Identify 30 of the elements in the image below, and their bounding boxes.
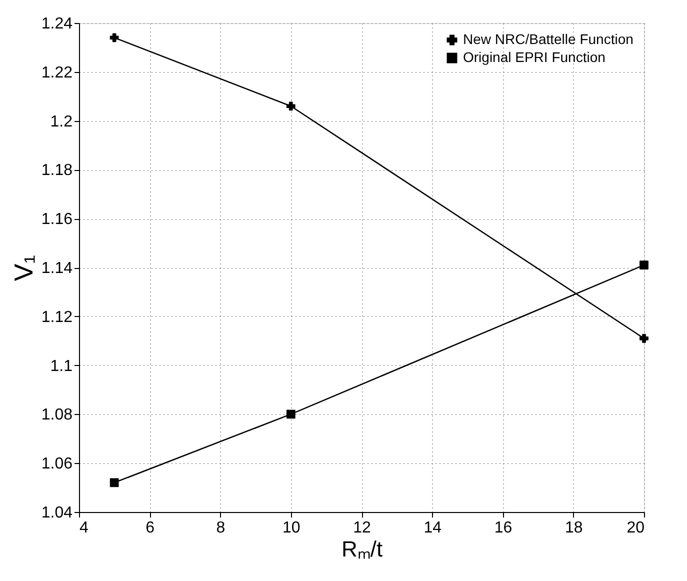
legend-label: New NRC/Battelle Function (463, 31, 634, 47)
point (110, 33, 119, 42)
x-tick-label: 4 (80, 520, 88, 536)
y-tick-label: 1.14 (41, 260, 73, 277)
y-tick-label: 1.04 (41, 504, 73, 522)
legend-label: Original EPRI Function (463, 49, 606, 65)
y-tick-label: 1.12 (41, 308, 73, 326)
x-tick-label: 10 (282, 520, 300, 536)
y-tick-label: 1.16 (41, 211, 73, 228)
x-tick-label: 14 (424, 520, 442, 536)
x-tick-label: 20 (626, 520, 645, 536)
point (286, 102, 296, 111)
x-tick-label: 16 (494, 520, 512, 536)
y-tick-label: 1.22 (41, 64, 73, 82)
x-tick-label: 8 (216, 520, 226, 536)
y-tick-label: 1.18 (41, 162, 73, 180)
point (640, 260, 648, 270)
y-tick-label: 1.2 (50, 113, 73, 130)
y-tick-label: 1.24 (41, 16, 73, 32)
point (286, 410, 296, 419)
point (110, 478, 119, 488)
y-tick-label: 1.06 (41, 456, 73, 473)
x-tick-label: 6 (146, 520, 155, 536)
x-tick-label: 18 (564, 520, 583, 536)
x-axis-title: Rₘ/t (341, 536, 383, 562)
y-tick-label: 1.1 (50, 358, 73, 375)
y-tick-label: 1.08 (41, 406, 73, 424)
y-axis-title: V₁ (8, 254, 38, 282)
point (640, 334, 648, 343)
x-tick-label: 12 (353, 520, 371, 536)
